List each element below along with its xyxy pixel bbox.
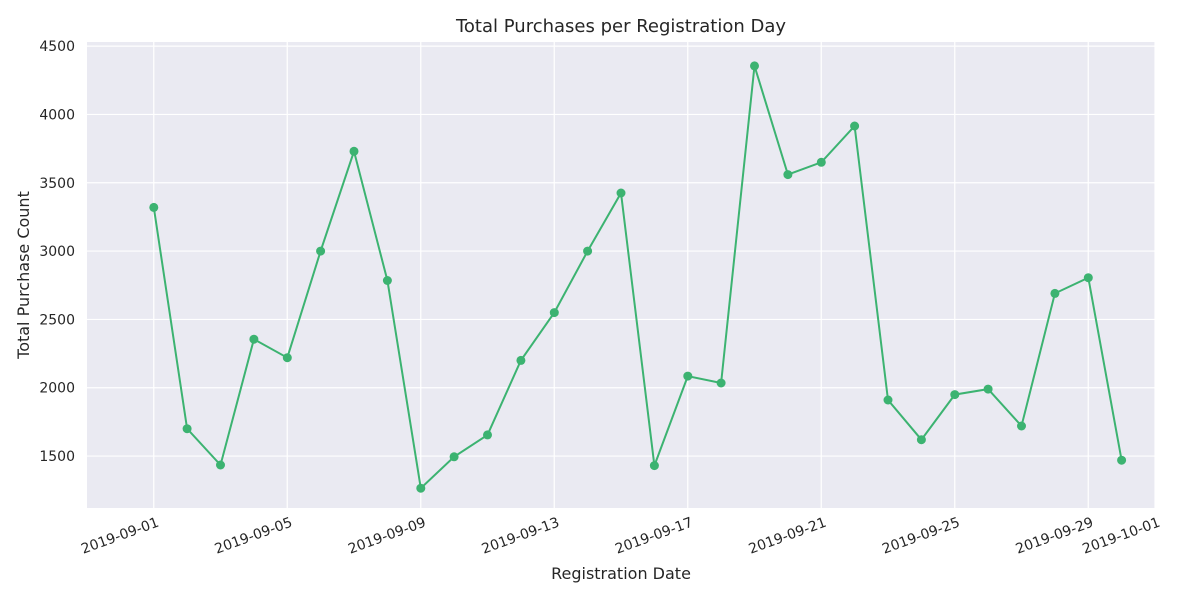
- data-point: [783, 170, 793, 180]
- x-tick-label: 2019-09-13: [480, 515, 562, 558]
- data-point: [349, 146, 359, 156]
- y-tick-label: 3500: [39, 176, 75, 192]
- y-tick-label: 4500: [39, 39, 75, 55]
- data-point: [483, 430, 492, 440]
- data-point: [382, 276, 392, 285]
- data-point: [716, 378, 726, 388]
- data-point: [950, 390, 960, 400]
- grid-lines: [87, 42, 1156, 508]
- x-tick-label: 2019-09-17: [613, 515, 695, 558]
- series-line: [152, 65, 1123, 491]
- data-point: [1050, 288, 1060, 298]
- x-tick-label: 2019-09-01: [79, 515, 161, 558]
- data-point: [249, 334, 259, 344]
- data-point: [216, 460, 225, 470]
- y-tick-label: 3000: [39, 244, 75, 260]
- data-point: [883, 395, 893, 405]
- data-point: [616, 188, 626, 198]
- data-point: [449, 452, 459, 462]
- x-tick-label: 2019-10-01: [1080, 515, 1162, 558]
- data-point: [516, 355, 526, 365]
- x-tick-label: 2019-09-25: [880, 515, 962, 558]
- data-point: [549, 308, 559, 318]
- y-tick-label: 4000: [39, 107, 75, 123]
- data-point: [182, 424, 192, 434]
- data-point: [683, 371, 693, 381]
- chart-title: Total Purchases per Registration Day: [455, 16, 786, 37]
- data-point: [316, 246, 326, 256]
- data-point: [850, 121, 860, 131]
- y-tick-label: 2500: [39, 312, 75, 328]
- x-tick-label: 2019-09-09: [346, 515, 428, 558]
- x-axis-title: Registration Date: [551, 564, 691, 583]
- data-point: [149, 202, 159, 212]
- y-axis-title: Total Purchase Count: [14, 191, 33, 360]
- data-point: [282, 353, 292, 363]
- data-points: [149, 61, 1127, 493]
- data-point: [750, 61, 759, 71]
- series-layer: [149, 61, 1127, 493]
- data-point: [816, 157, 826, 167]
- data-point: [583, 246, 593, 256]
- plot-background: [87, 42, 1155, 508]
- data-point: [1117, 455, 1127, 465]
- x-tick-label: 2019-09-21: [747, 515, 829, 558]
- x-tick-label: 2019-09-05: [213, 515, 295, 558]
- data-point: [983, 384, 993, 394]
- data-point: [1083, 273, 1093, 283]
- data-point: [416, 483, 426, 493]
- data-point: [916, 435, 926, 445]
- y-tick-label: 1500: [39, 449, 75, 465]
- data-point: [649, 461, 659, 471]
- y-tick-label: 2000: [39, 381, 75, 397]
- data-point: [1017, 421, 1026, 431]
